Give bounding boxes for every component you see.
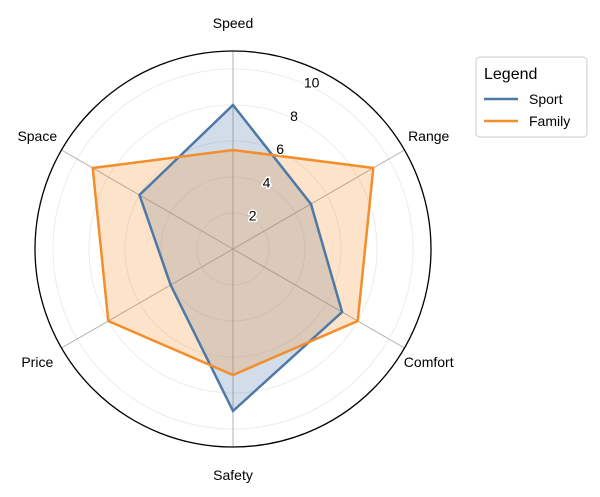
- tick-label: 2: [249, 208, 257, 224]
- outer-circle-layer: [34, 50, 432, 448]
- tick-label-layer: 2 4 6 8 10: [247, 73, 321, 225]
- axis-label-layer: Speed Range Comfort Safety Price Space: [17, 15, 453, 483]
- series-area-sport: [139, 105, 343, 411]
- tick-label: 8: [290, 108, 298, 124]
- spoke-line: [232, 248, 405, 349]
- axis-label-safety: Safety: [213, 467, 253, 483]
- legend-label-family: Family: [529, 113, 570, 129]
- tick-label: 6: [276, 141, 284, 157]
- series-line-sport: [138, 103, 344, 414]
- axis-label-speed: Speed: [213, 15, 253, 31]
- legend-box: [475, 56, 588, 138]
- outer-circle: [34, 50, 432, 448]
- axis-label-price: Price: [21, 354, 53, 370]
- series-line-family: [91, 148, 375, 377]
- legend-items: Sport Family: [484, 91, 570, 129]
- legend-title: Legend: [484, 66, 537, 83]
- spoke-line: [61, 248, 234, 349]
- axis-label-space: Space: [17, 128, 57, 144]
- axis-label-comfort: Comfort: [404, 354, 454, 370]
- legend: Legend Sport Family: [475, 56, 588, 138]
- series-area-family: [92, 150, 374, 375]
- series-layer: [91, 103, 375, 414]
- tick-label: 10: [304, 75, 320, 91]
- spoke-line: [61, 149, 234, 250]
- spoke-line: [232, 149, 405, 250]
- axis-label-range: Range: [408, 128, 449, 144]
- legend-label-sport: Sport: [529, 91, 563, 107]
- tick-label: 4: [263, 175, 271, 191]
- spoke-layer: [61, 51, 405, 447]
